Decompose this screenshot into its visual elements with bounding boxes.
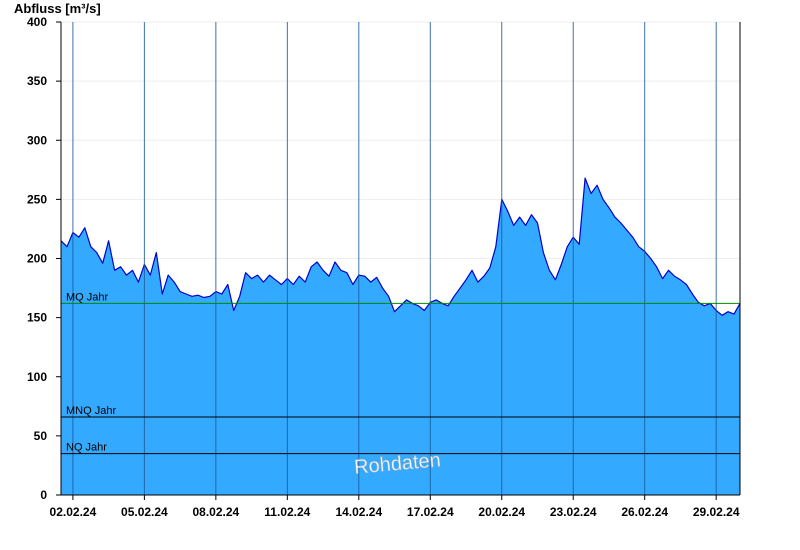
y-axis-ticks: 0 50 100 150 200 250 300 350 400 [27,15,61,502]
x-tick-label: 08.02.24 [193,505,240,519]
y-tick-label: 50 [34,429,48,443]
vertical-grid [72,22,717,495]
y-tick-label: 0 [40,488,47,502]
discharge-line [60,177,741,316]
reference-line-label: MQ Jahr [66,291,109,303]
x-tick-label: 11.02.24 [264,505,310,519]
x-tick-label: 14.02.24 [335,505,382,519]
x-tick-label: 29.02.24 [693,505,740,519]
y-tick-label: 250 [27,192,47,206]
y-tick-label: 300 [27,133,47,147]
y-tick-label: 400 [27,15,47,29]
discharge-area-fill [61,178,740,495]
y-tick-label: 200 [27,252,47,266]
x-tick-label: 26.02.24 [621,505,668,519]
reference-lines: MQ Jahr MNQ Jahr NQ Jahr [61,291,740,455]
y-tick-label: 100 [27,370,47,384]
y-tick-label: 150 [27,311,47,325]
y-tick-label: 350 [27,74,47,88]
x-axis-ticks: 02.02.24 05.02.24 08.02.24 11.02.24 14.02.24… [50,495,740,519]
x-tick-label: 20.02.24 [478,505,525,519]
reference-line-label: MNQ Jahr [66,405,116,417]
x-tick-label: 17.02.24 [407,505,454,519]
y-axis-label: Abfluss [m³/s] [14,1,101,16]
x-tick-label: 02.02.24 [50,505,97,519]
discharge-area-series [60,177,741,495]
x-tick-label: 05.02.24 [121,505,168,519]
x-tick-label: 23.02.24 [550,505,597,519]
reference-line-label: NQ Jahr [66,442,107,454]
